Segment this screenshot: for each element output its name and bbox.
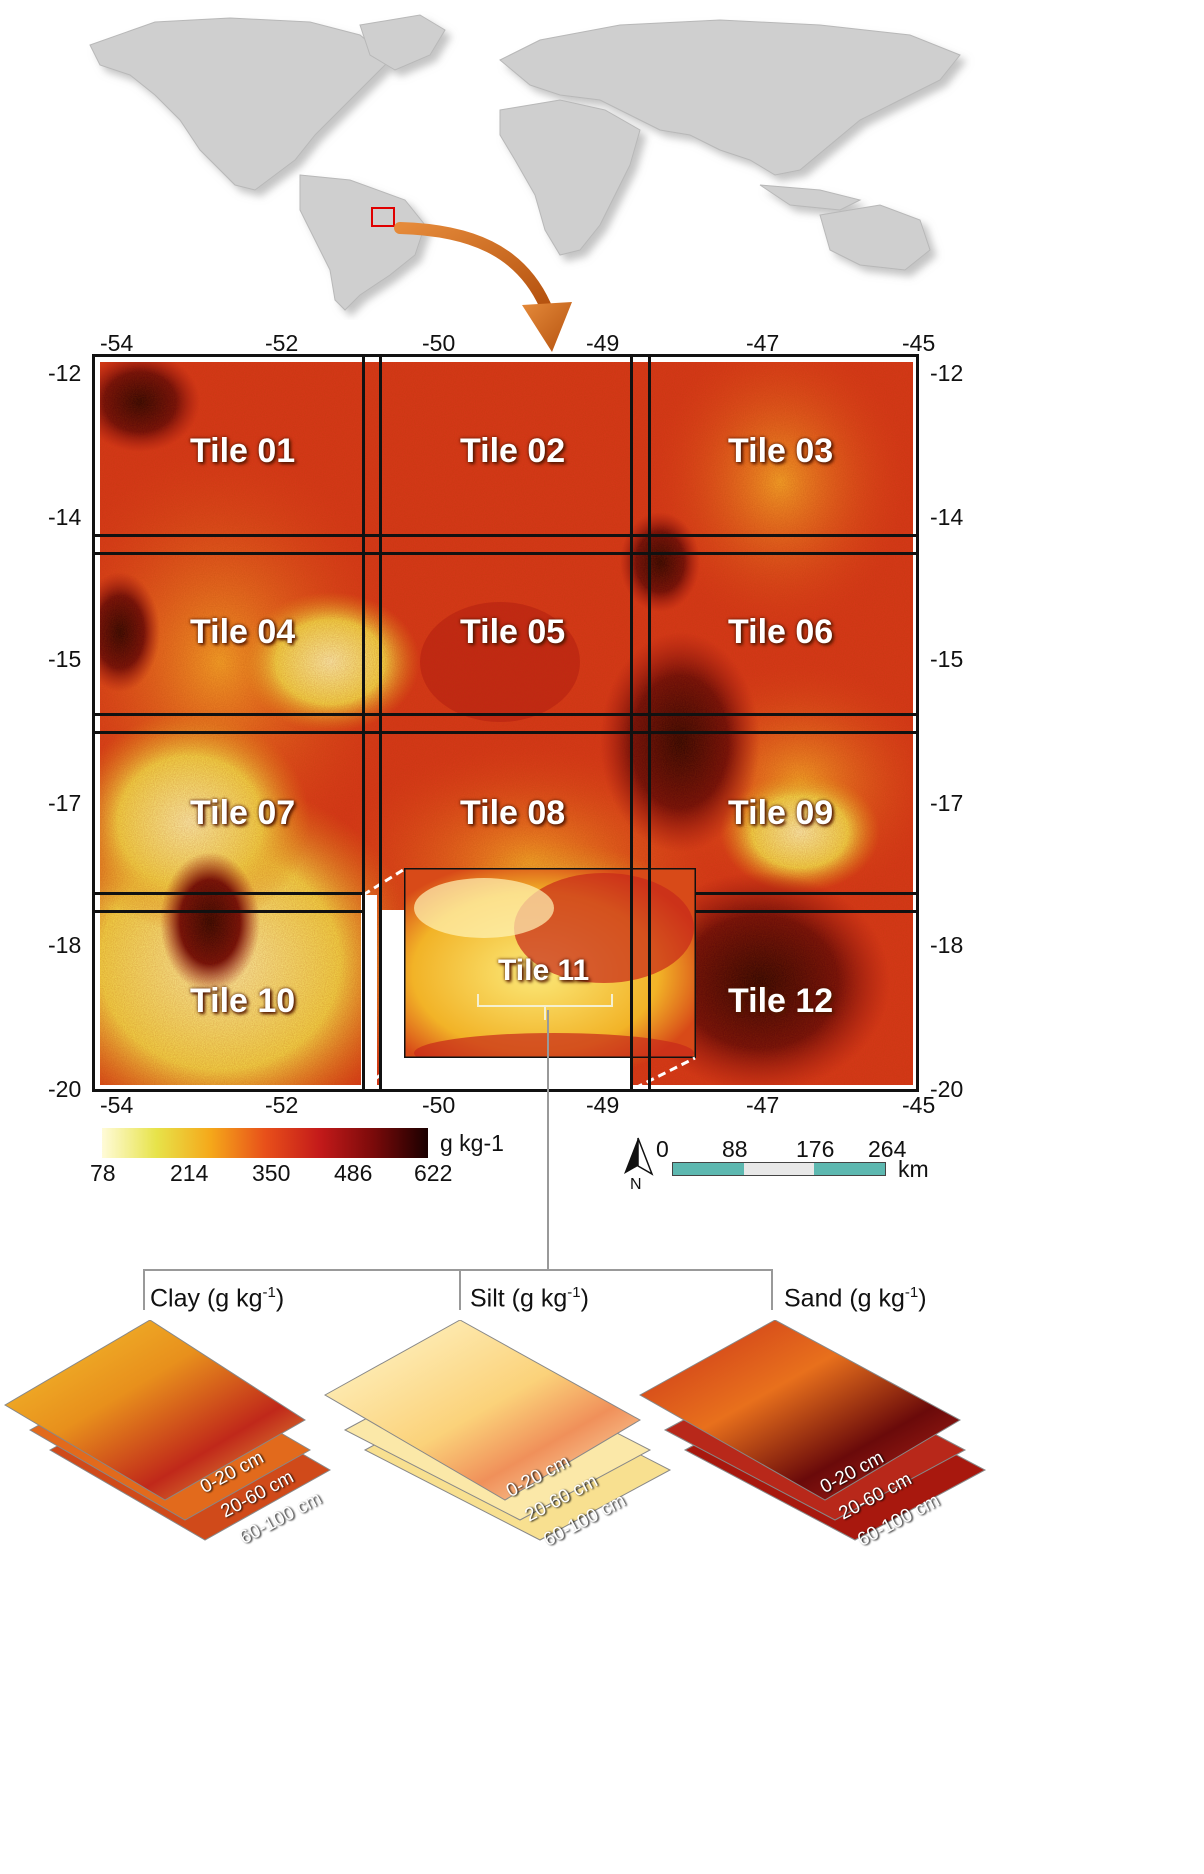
tile-label: Tile 10 [190, 982, 296, 1020]
scalebar-tick: 88 [722, 1136, 748, 1162]
legend-tick: 214 [170, 1160, 209, 1186]
lon-tick-bottom: -50 [422, 1092, 456, 1118]
lat-tick-right: -14 [930, 504, 964, 530]
lon-tick-top: -50 [422, 330, 456, 356]
tile-gridline [92, 910, 362, 913]
lat-tick-left: -12 [48, 360, 82, 386]
tile-label: Tile 09 [728, 794, 834, 832]
world-map [89, 14, 961, 311]
layer-connector [143, 1010, 773, 1310]
lon-tick-top: -45 [902, 330, 936, 356]
australia-shape [819, 204, 931, 271]
lon-tick-bottom: -54 [100, 1092, 134, 1118]
zoom-arrow [394, 222, 572, 352]
lat-tick-right: -20 [930, 1076, 964, 1102]
lat-tick-right: -12 [930, 360, 964, 386]
scalebar-tick: 176 [796, 1136, 835, 1162]
lat-tick-left: -14 [48, 504, 82, 530]
mosaic-map: -54 -52 -50 -49 -47 -45 -12 -14 -15 -17 … [0, 320, 1204, 1340]
lat-tick-right: -15 [930, 646, 964, 672]
tile-gridline [92, 713, 919, 716]
tile-label: Tile 06 [728, 613, 834, 651]
legend-tick: 486 [334, 1160, 373, 1186]
north-label: N [630, 1176, 642, 1193]
map-frame [92, 354, 919, 1092]
indonesia-shape [759, 184, 862, 211]
tile-label: Tile 01 [190, 432, 296, 470]
tile-label: Tile 07 [190, 794, 296, 832]
tile-gridline [92, 534, 919, 537]
lon-tick-top: -54 [100, 330, 134, 356]
scalebar-tick: 0 [656, 1136, 669, 1162]
clay-title: Clay (g kg-1) [150, 1284, 285, 1313]
lon-tick-top: -47 [746, 330, 780, 356]
tile-label: Tile 11 [498, 954, 590, 987]
tile-label: Tile 05 [460, 613, 566, 651]
lon-tick-bottom: -49 [586, 1092, 620, 1118]
layer-stacks [4, 1320, 987, 1541]
north-america-shape [89, 17, 391, 191]
tile-11-bracket [477, 994, 613, 1020]
tile-gridline [92, 892, 362, 895]
tile-gridline [696, 910, 919, 913]
inset-connectors [361, 868, 696, 1090]
tile-label: Tile 03 [728, 432, 834, 470]
lon-tick-bottom: -45 [902, 1092, 936, 1118]
lat-tick-left: -18 [48, 932, 82, 958]
tile-gridline [630, 354, 633, 1092]
lat-tick-right: -18 [930, 932, 964, 958]
silt-title: Silt (g kg-1) [470, 1284, 589, 1313]
lat-tick-left: -20 [48, 1076, 82, 1102]
eurasia-shape [499, 19, 961, 176]
tile-gridline [92, 552, 919, 555]
legend-tick: 78 [90, 1160, 116, 1186]
scalebar-unit: km [898, 1156, 929, 1182]
africa-shape [499, 99, 641, 256]
tile-label: Tile 12 [728, 982, 834, 1020]
tile-label: Tile 08 [460, 794, 566, 832]
tile-label: Tile 02 [460, 432, 566, 470]
tile-gridline [379, 354, 382, 1092]
lat-tick-right: -17 [930, 790, 964, 816]
scalebar-tick: 264 [868, 1136, 907, 1162]
study-area-box [371, 207, 395, 227]
tile-gridline [696, 892, 919, 895]
greenland-shape [359, 14, 446, 71]
sand-title: Sand (g kg-1) [784, 1284, 927, 1313]
legend-tick: 350 [252, 1160, 291, 1186]
tile-gridline [92, 731, 919, 734]
lat-tick-left: -17 [48, 790, 82, 816]
lon-tick-bottom: -47 [746, 1092, 780, 1118]
tile-label: Tile 04 [190, 613, 296, 651]
north-arrow-icon [624, 1137, 654, 1176]
tile-gridline [362, 354, 365, 1092]
tile-gridline [648, 354, 651, 1092]
lat-tick-left: -15 [48, 646, 82, 672]
lon-tick-top: -52 [265, 330, 299, 356]
lon-tick-top: -49 [586, 330, 620, 356]
legend-unit: g kg-1 [440, 1130, 504, 1156]
legend-tick: 622 [414, 1160, 453, 1186]
lon-tick-bottom: -52 [265, 1092, 299, 1118]
scalebar [672, 1162, 886, 1176]
color-legend-bar [102, 1128, 428, 1158]
